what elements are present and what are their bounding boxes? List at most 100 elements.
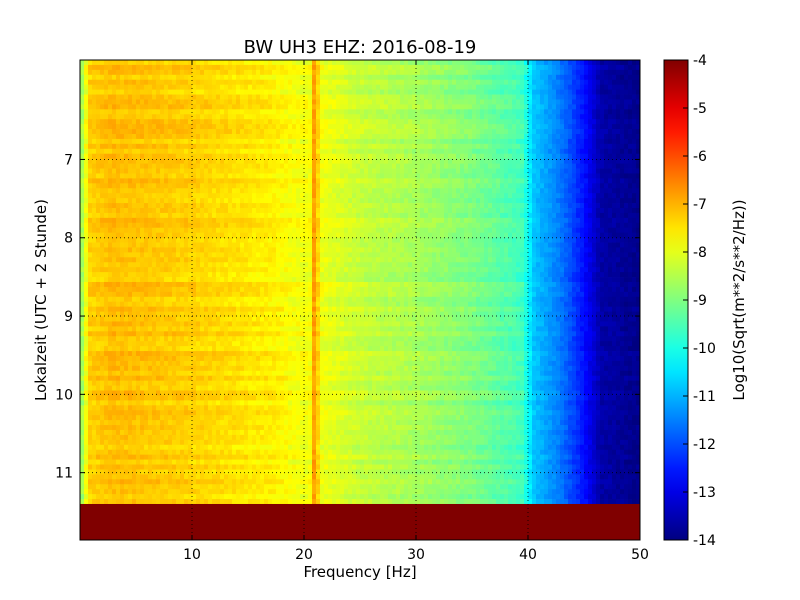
heatmap-cell <box>228 79 233 86</box>
heatmap-cell <box>548 217 553 224</box>
heatmap-cell <box>132 227 137 234</box>
heatmap-cell <box>164 183 169 189</box>
heatmap-cell <box>548 183 553 189</box>
heatmap-cell <box>124 178 129 184</box>
heatmap-cell <box>584 148 589 155</box>
heatmap-cell <box>316 217 321 224</box>
heatmap-cell <box>112 227 117 234</box>
heatmap-cell <box>628 64 633 71</box>
heatmap-cell <box>576 227 581 234</box>
heatmap-cell <box>316 99 321 105</box>
heatmap-cell <box>200 134 205 140</box>
heatmap-cell <box>468 168 473 174</box>
heatmap-cell <box>620 129 625 135</box>
heatmap-cell <box>284 84 289 90</box>
heatmap-cell <box>168 193 173 199</box>
heatmap-cell <box>368 89 373 95</box>
heatmap-cell <box>564 217 569 224</box>
heatmap-cell <box>588 64 593 71</box>
heatmap-cell <box>344 138 349 145</box>
heatmap-cell <box>532 148 537 155</box>
heatmap-cell <box>104 138 109 145</box>
heatmap-cell <box>396 198 401 204</box>
heatmap-cell <box>128 114 133 120</box>
heatmap-cell <box>608 203 613 209</box>
heatmap-cell <box>616 94 621 100</box>
heatmap-cell <box>472 207 477 214</box>
heatmap-cell <box>480 207 485 214</box>
heatmap-cell <box>476 183 481 189</box>
heatmap-cell <box>256 183 261 189</box>
heatmap-cell <box>360 84 365 90</box>
heatmap-cell <box>144 134 149 140</box>
heatmap-cell <box>112 168 117 174</box>
heatmap-cell <box>460 104 465 110</box>
heatmap-cell <box>576 173 581 179</box>
heatmap-cell <box>404 99 409 105</box>
heatmap-cell <box>388 114 393 120</box>
heatmap-cell <box>560 158 565 164</box>
heatmap-cell <box>516 89 521 95</box>
heatmap-cell <box>384 79 389 86</box>
heatmap-cell <box>508 193 513 199</box>
heatmap-cell <box>392 173 397 179</box>
heatmap-cell <box>460 89 465 95</box>
heatmap-cell <box>80 99 85 105</box>
heatmap-cell <box>504 148 509 155</box>
heatmap-cell <box>328 217 333 224</box>
heatmap-cell <box>404 168 409 174</box>
heatmap-cell <box>444 222 449 229</box>
heatmap-cell <box>188 114 193 120</box>
heatmap-cell <box>572 114 577 120</box>
heatmap-cell <box>320 114 325 120</box>
heatmap-cell <box>452 153 457 160</box>
heatmap-cell <box>172 163 177 169</box>
heatmap-cell <box>288 207 293 214</box>
heatmap-cell <box>432 114 437 120</box>
heatmap-cell <box>316 148 321 155</box>
heatmap-cell <box>208 134 213 140</box>
heatmap-cell <box>156 64 161 71</box>
heatmap-cell <box>164 173 169 179</box>
heatmap-cell <box>96 129 101 135</box>
heatmap-cell <box>488 69 493 76</box>
heatmap-cell <box>400 79 405 86</box>
heatmap-cell <box>360 198 365 204</box>
heatmap-cell <box>276 227 281 234</box>
heatmap-cell <box>372 129 377 135</box>
heatmap-cell <box>520 69 525 76</box>
heatmap-cell <box>304 94 309 100</box>
heatmap-cell <box>508 178 513 184</box>
heatmap-cell <box>580 129 585 135</box>
heatmap-cell <box>236 212 241 219</box>
heatmap-cell <box>168 79 173 86</box>
heatmap-cell <box>432 158 437 164</box>
heatmap-cell <box>356 222 361 229</box>
heatmap-cell <box>260 207 265 214</box>
heatmap-cell <box>500 198 505 204</box>
heatmap-cell <box>196 94 201 100</box>
heatmap-cell <box>88 148 93 155</box>
heatmap-cell <box>412 183 417 189</box>
heatmap-cell <box>344 143 349 150</box>
heatmap-cell <box>360 114 365 120</box>
heatmap-cell <box>592 227 597 234</box>
heatmap-cell <box>500 188 505 194</box>
heatmap-cell <box>412 69 417 76</box>
heatmap-cell <box>416 129 421 135</box>
heatmap-cell <box>556 94 561 100</box>
heatmap-cell <box>80 104 85 110</box>
heatmap-cell <box>540 168 545 174</box>
heatmap-cell <box>296 109 301 115</box>
heatmap-cell <box>168 129 173 135</box>
heatmap-cell <box>516 74 521 81</box>
heatmap-cell <box>412 134 417 140</box>
heatmap-cell <box>144 74 149 81</box>
heatmap-cell <box>576 198 581 204</box>
heatmap-cell <box>532 74 537 81</box>
heatmap-cell <box>256 168 261 174</box>
heatmap-cell <box>228 203 233 209</box>
heatmap-cell <box>112 99 117 105</box>
heatmap-cell <box>228 183 233 189</box>
heatmap-cell <box>524 207 529 214</box>
